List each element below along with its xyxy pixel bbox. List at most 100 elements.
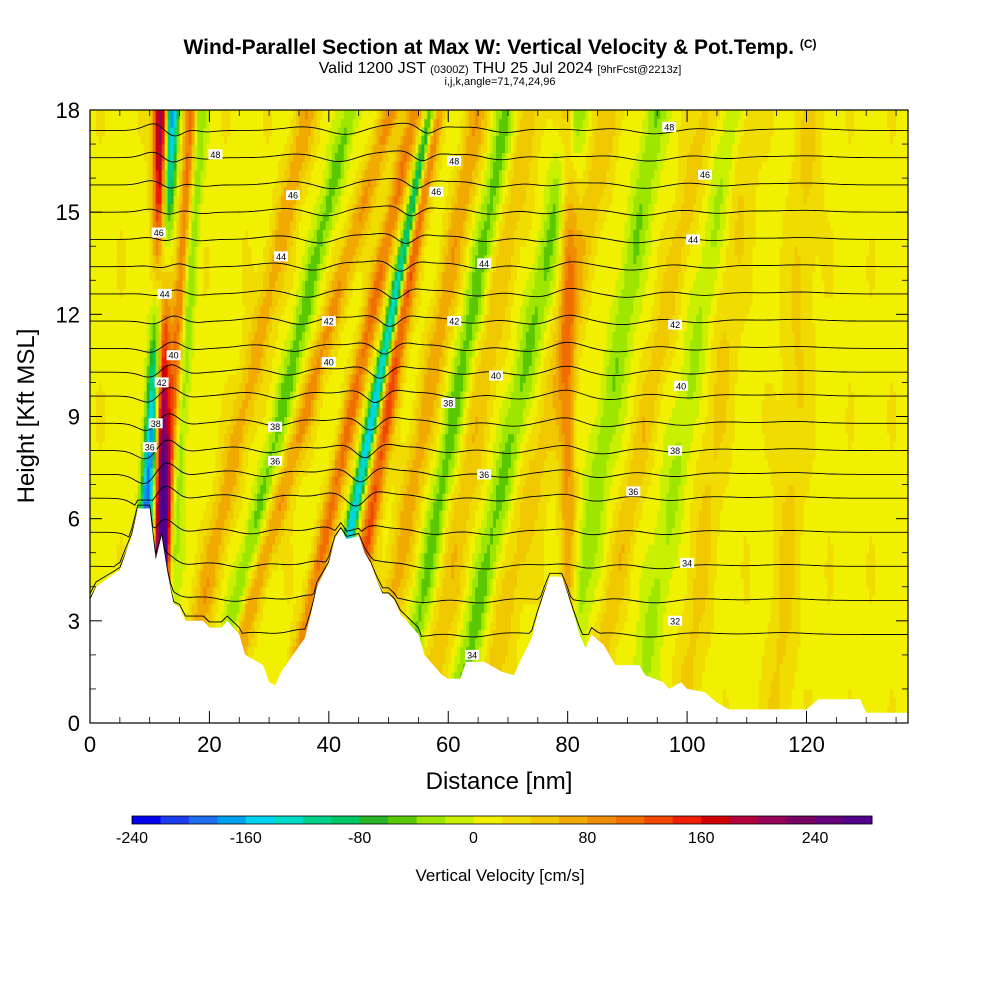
velocity-cell [188, 552, 193, 562]
velocity-cell [143, 399, 148, 409]
velocity-cell [170, 331, 175, 341]
velocity-cell [167, 527, 172, 537]
velocity-cell [188, 561, 193, 571]
velocity-cell [221, 339, 225, 349]
velocity-cell [161, 271, 166, 281]
velocity-cell [90, 118, 94, 128]
velocity-cell [188, 544, 193, 554]
velocity-cell [110, 331, 115, 341]
velocity-cell [167, 229, 172, 239]
velocity-cell [155, 339, 160, 349]
velocity-cell [200, 603, 205, 613]
velocity-cell [104, 442, 109, 452]
velocity-cell [92, 544, 97, 554]
velocity-cell [92, 390, 97, 401]
velocity-cell [101, 382, 106, 392]
velocity-cell [170, 476, 175, 486]
velocity-cell [131, 297, 136, 307]
velocity-cell [191, 169, 196, 179]
velocity-cell [179, 118, 184, 128]
velocity-cell [131, 365, 136, 375]
velocity-cell [125, 527, 130, 537]
velocity-cell [212, 586, 216, 596]
velocity-cell [155, 535, 160, 545]
velocity-cell [104, 203, 109, 213]
velocity-cell [131, 203, 136, 213]
velocity-cell [206, 305, 211, 315]
velocity-cell [179, 373, 184, 384]
velocity-cell [173, 518, 178, 528]
velocity-cell [92, 365, 97, 375]
velocity-cell [90, 561, 94, 571]
velocity-cell [98, 407, 103, 418]
velocity-cell [90, 442, 94, 452]
velocity-cell [206, 331, 211, 341]
velocity-cell [107, 527, 112, 537]
velocity-cell [173, 399, 178, 409]
velocity-cell [137, 467, 142, 477]
velocity-cell [182, 254, 187, 264]
velocity-cell [90, 135, 94, 145]
velocity-cell [188, 373, 193, 384]
velocity-cell [110, 501, 115, 511]
velocity-cell [185, 212, 190, 222]
velocity-cell [119, 425, 124, 435]
velocity-cell [176, 263, 181, 273]
velocity-cell [122, 425, 127, 435]
velocity-cell [98, 348, 103, 358]
velocity-cell [119, 348, 124, 358]
velocity-cell [98, 212, 103, 222]
velocity-cell [95, 459, 100, 469]
velocity-cell [200, 314, 205, 324]
velocity-cell [176, 365, 181, 375]
velocity-cell [152, 510, 157, 520]
velocity-cell [206, 518, 211, 528]
velocity-cell [155, 280, 160, 290]
velocity-cell [155, 399, 160, 409]
velocity-cell [90, 339, 94, 349]
velocity-cell [125, 118, 130, 128]
velocity-cell [206, 595, 211, 605]
velocity-cell [188, 433, 193, 443]
velocity-cell [194, 595, 199, 605]
velocity-cell [200, 254, 205, 264]
velocity-cell [104, 297, 109, 307]
velocity-cell [95, 229, 100, 239]
velocity-cell [215, 288, 219, 298]
velocity-cell [179, 586, 184, 596]
velocity-cell [179, 510, 184, 520]
velocity-cell [152, 450, 157, 460]
velocity-cell [95, 178, 100, 188]
velocity-cell [137, 442, 142, 452]
velocity-cell [140, 127, 145, 137]
velocity-cell [101, 459, 106, 469]
velocity-cell [212, 263, 216, 273]
velocity-cell [194, 569, 199, 579]
velocity-cell [98, 195, 103, 205]
velocity-cell [143, 348, 148, 358]
velocity-cell [119, 127, 124, 137]
velocity-cell [90, 544, 94, 554]
velocity-cell [218, 603, 222, 613]
velocity-cell [155, 450, 160, 460]
velocity-cell [90, 305, 94, 315]
velocity-cell [203, 612, 208, 622]
velocity-cell [194, 484, 199, 494]
velocity-cell [143, 356, 148, 367]
velocity-cell [221, 169, 225, 179]
velocity-cell [191, 161, 196, 171]
velocity-cell [221, 382, 225, 392]
velocity-cell [122, 476, 127, 486]
velocity-cell [104, 212, 109, 222]
velocity-cell [215, 459, 219, 469]
velocity-cell [206, 161, 211, 171]
velocity-cell [185, 169, 190, 179]
velocity-cell [128, 195, 133, 205]
velocity-cell [212, 322, 216, 332]
velocity-cell [149, 425, 154, 435]
velocity-cell [101, 356, 106, 367]
velocity-cell [125, 501, 130, 511]
velocity-cell [218, 535, 222, 545]
velocity-cell [170, 178, 175, 188]
velocity-cell [170, 254, 175, 264]
